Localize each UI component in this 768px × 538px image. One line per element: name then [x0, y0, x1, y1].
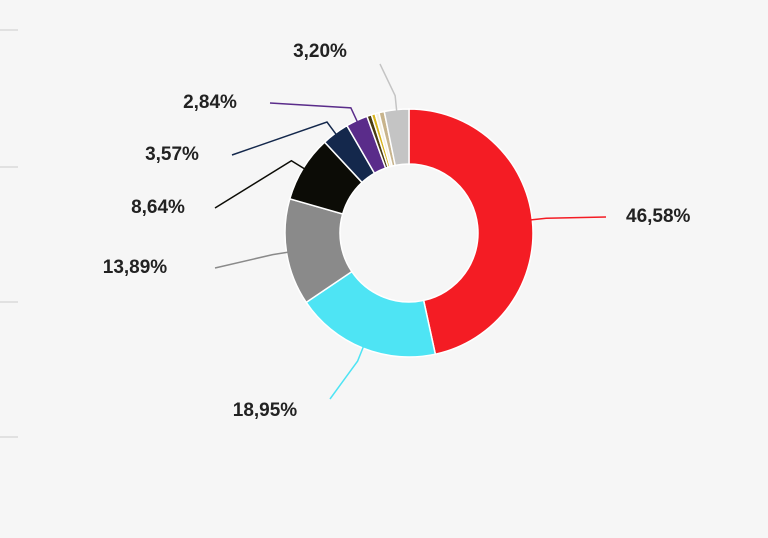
slice [408, 108, 534, 356]
leader-line [214, 250, 293, 269]
leader-line [526, 216, 607, 222]
leader-line [329, 342, 366, 400]
leader-line [231, 121, 340, 156]
data-label: 8,64% [131, 197, 185, 218]
data-label: 18,95% [233, 400, 298, 421]
axis-stubs [0, 29, 18, 438]
data-label: 3,20% [293, 41, 347, 62]
leader-line [269, 102, 360, 127]
data-label: 2,84% [183, 92, 237, 113]
data-label: 46,58% [626, 206, 691, 227]
data-label: 3,57% [145, 144, 199, 165]
data-label: 13,89% [103, 257, 168, 278]
leader-line [379, 63, 398, 116]
leader-line [214, 159, 309, 209]
slice [383, 108, 410, 167]
